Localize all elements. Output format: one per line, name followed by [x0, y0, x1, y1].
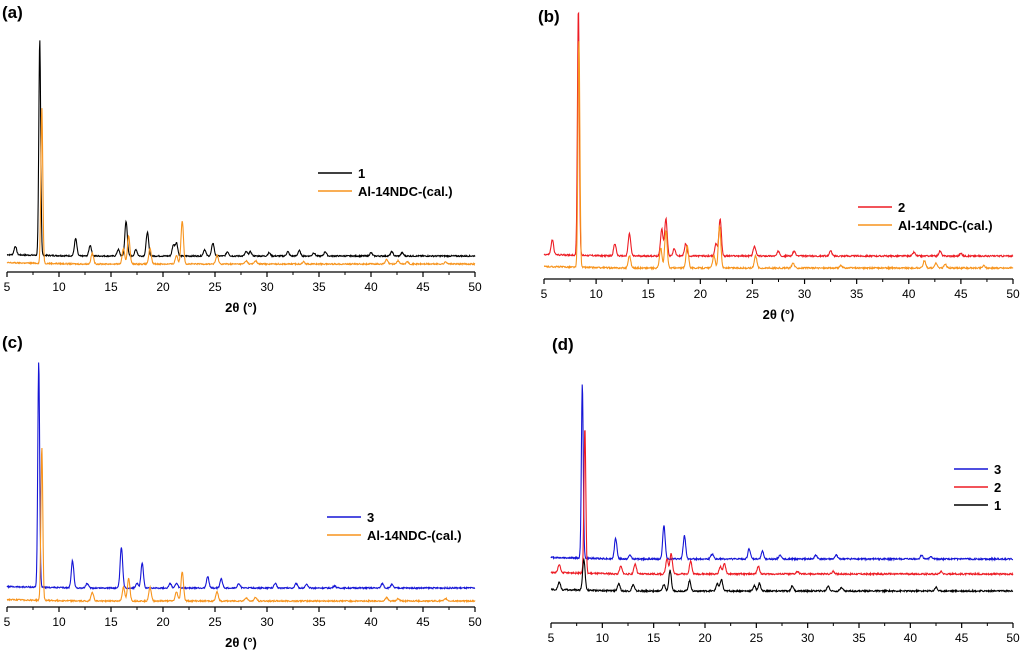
panel-b-x-tick-label: 15	[642, 287, 656, 301]
panel-b-label: (b)	[538, 7, 560, 26]
panel-c-x-tick-label: 15	[104, 615, 118, 629]
panel-d-x-tick-label: 45	[955, 631, 969, 645]
panel-b-x-tick-label: 45	[954, 287, 968, 301]
panel-c-x-tick-label: 40	[364, 615, 378, 629]
panel-b: (b) 5 10 15 20 25 30 35 40 45 50 2θ (°) 2 Al-14NDC-(…	[538, 7, 1020, 322]
panel-d-series-1-line	[550, 557, 1014, 594]
panel-d-label: (d)	[552, 335, 574, 354]
panel-b-x-tick-label: 40	[902, 287, 916, 301]
panel-a-x-tick-label: 25	[208, 280, 222, 294]
panel-a-series-al-14ndc-cal-line	[6, 108, 476, 267]
panel-d-x-tick-label: 30	[801, 631, 815, 645]
panel-a-x-tick-label: 45	[416, 280, 430, 294]
panel-b-x-tick-label: 25	[746, 287, 760, 301]
panel-d-x-tick-label: 25	[750, 631, 764, 645]
panel-c-series-3-line	[6, 362, 476, 591]
panel-d-x-tick-label: 5	[548, 631, 555, 645]
panel-c-legend-label-al-14ndc-cal: Al-14NDC-(cal.)	[367, 528, 462, 543]
panel-c-legend-label-3: 3	[367, 510, 374, 525]
panel-a-x-tick-label: 10	[52, 280, 66, 294]
panel-c-series-al-14ndc-cal-line	[6, 447, 476, 604]
panel-c-x-tick-label: 50	[468, 615, 482, 629]
panel-b-x-tick-label: 30	[798, 287, 812, 301]
panel-a-x-axis-label: 2θ (°)	[225, 300, 257, 315]
panel-d-legend-label-3: 3	[994, 462, 1001, 477]
panel-a-legend-label-al-14ndc-cal: Al-14NDC-(cal.)	[358, 184, 453, 199]
panel-d-x-tick-label: 35	[852, 631, 866, 645]
panel-c-x-axis-label: 2θ (°)	[225, 635, 257, 650]
panel-d-x-tick-label: 40	[904, 631, 918, 645]
panel-b-x-tick-label: 35	[850, 287, 864, 301]
panel-c-x-tick-label: 35	[312, 615, 326, 629]
panel-b-x-axis-label: 2θ (°)	[763, 307, 795, 322]
panel-b-x-tick-label: 10	[589, 287, 603, 301]
panel-b-legend-label-al-14ndc-cal: Al-14NDC-(cal.)	[898, 218, 993, 233]
panel-d-x-tick-label: 15	[647, 631, 661, 645]
panel-c-x-tick-label: 10	[52, 615, 66, 629]
panel-d-series-2-line	[550, 430, 1014, 577]
panel-c-label: (c)	[2, 333, 23, 352]
panel-d-x-tick-label: 50	[1006, 631, 1020, 645]
panel-a-x-tick-label: 35	[312, 280, 326, 294]
panel-a-label: (a)	[2, 3, 23, 22]
panel-b-x-tick-label: 20	[694, 287, 708, 301]
panel-b-series-al-14ndc-cal-line	[543, 41, 1014, 271]
panel-b-legend-label-2: 2	[898, 200, 905, 215]
panel-a-x-tick-label: 50	[468, 280, 482, 294]
panel-d-series-3-line	[550, 384, 1014, 562]
panel-c-x-tick-label: 30	[260, 615, 274, 629]
panel-b-x-tick-label: 5	[541, 287, 548, 301]
panel-a-x-tick-label: 5	[4, 280, 11, 294]
panel-d-legend-label-1: 1	[994, 498, 1001, 513]
panel-a-series-1-line	[6, 40, 476, 259]
panel-b-series-2-line	[543, 11, 1014, 259]
panel-b-x-tick-label: 50	[1006, 287, 1020, 301]
panel-a-legend-label-1: 1	[358, 166, 365, 181]
panel-c-x-tick-label: 25	[208, 615, 222, 629]
panel-d-x-tick-label: 20	[698, 631, 712, 645]
panel-a-x-tick-label: 30	[260, 280, 274, 294]
panel-a-x-tick-label: 15	[104, 280, 118, 294]
panel-d-legend-label-2: 2	[994, 480, 1001, 495]
panel-c-x-tick-label: 5	[4, 615, 11, 629]
panel-c: (c) 5 10 15 20 25 30 35 40 45 50 2θ (°) 3 Al-14NDC-(…	[2, 333, 482, 650]
panel-a-x-tick-label: 20	[156, 280, 170, 294]
panel-a: (a) 5 10 15 20 25 30 35 40 45 50 2θ (°) 1 Al-14NDC-(…	[2, 3, 482, 315]
panel-c-x-tick-label: 20	[156, 615, 170, 629]
panel-c-x-tick-label: 45	[416, 615, 430, 629]
panel-d-x-tick-label: 10	[596, 631, 610, 645]
panel-a-x-tick-label: 40	[364, 280, 378, 294]
